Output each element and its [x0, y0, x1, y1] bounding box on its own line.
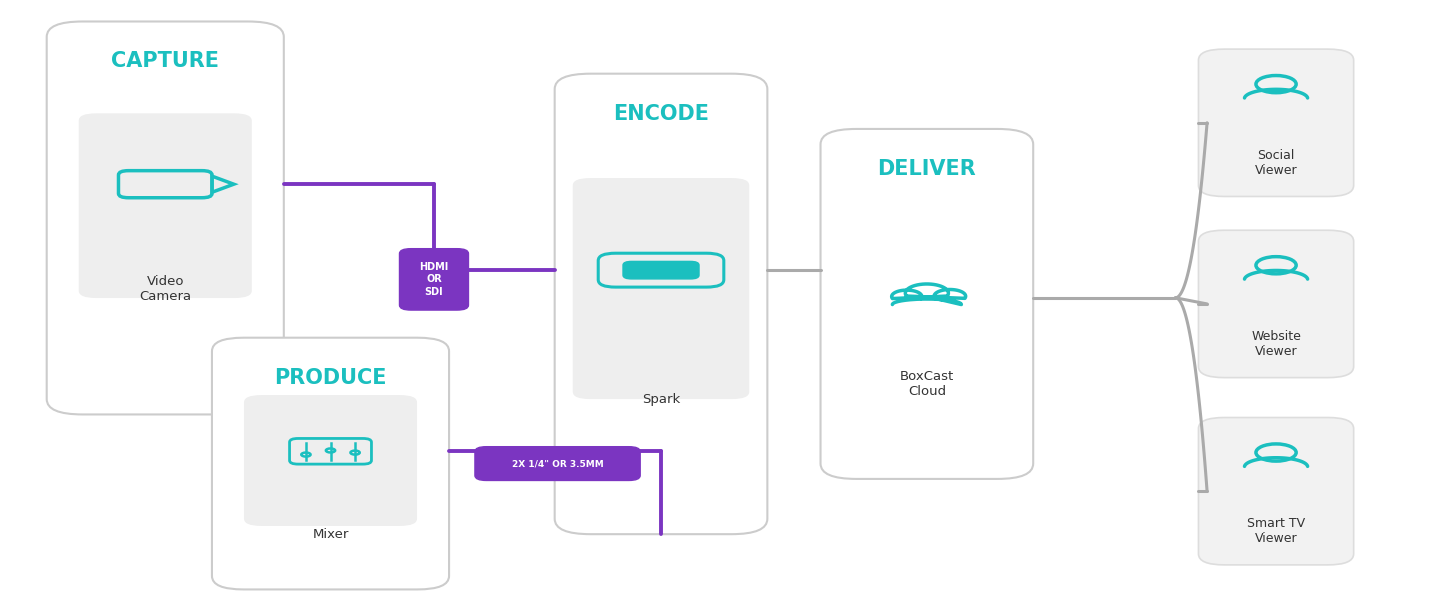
Text: Smart TV
Viewer: Smart TV Viewer [1247, 517, 1305, 545]
FancyBboxPatch shape [555, 74, 767, 534]
FancyBboxPatch shape [624, 262, 698, 279]
Text: PRODUCE: PRODUCE [274, 368, 387, 387]
Text: Spark: Spark [642, 392, 680, 406]
FancyBboxPatch shape [399, 249, 468, 310]
Text: CAPTURE: CAPTURE [111, 52, 220, 71]
FancyBboxPatch shape [79, 114, 251, 298]
Text: HDMI
OR
SDI: HDMI OR SDI [420, 262, 448, 297]
FancyBboxPatch shape [244, 395, 417, 526]
FancyBboxPatch shape [821, 129, 1033, 479]
FancyBboxPatch shape [213, 338, 448, 589]
Text: Social
Viewer: Social Viewer [1255, 149, 1298, 177]
Text: Video
Camera: Video Camera [139, 274, 191, 303]
Text: BoxCast
Cloud: BoxCast Cloud [900, 370, 954, 398]
FancyBboxPatch shape [1198, 230, 1354, 378]
Text: Website
Viewer: Website Viewer [1252, 330, 1300, 358]
FancyBboxPatch shape [476, 447, 641, 480]
FancyBboxPatch shape [1198, 49, 1354, 196]
Text: DELIVER: DELIVER [878, 159, 976, 179]
FancyBboxPatch shape [1198, 418, 1354, 565]
Text: 2X 1/4" OR 3.5MM: 2X 1/4" OR 3.5MM [512, 459, 604, 468]
Text: ENCODE: ENCODE [614, 104, 708, 123]
FancyBboxPatch shape [573, 178, 749, 399]
Text: Mixer: Mixer [312, 527, 349, 541]
FancyBboxPatch shape [46, 21, 285, 414]
